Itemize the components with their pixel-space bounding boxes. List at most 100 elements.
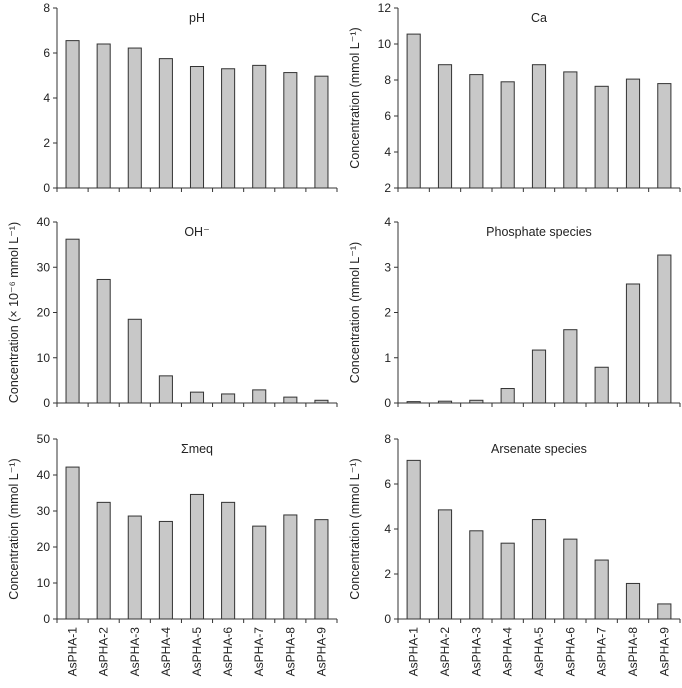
bar-AsPHA-4 bbox=[500, 81, 515, 189]
bar-AsPHA-4 bbox=[158, 375, 173, 404]
bar-AsPHA-5 bbox=[189, 391, 205, 404]
y-tick-label: 8 bbox=[384, 432, 391, 446]
x-category-label: AsPHA-4 bbox=[159, 627, 173, 677]
bar-AsPHA-5 bbox=[189, 66, 205, 189]
y-tick-label: 4 bbox=[384, 215, 391, 229]
x-category-label: AsPHA-1 bbox=[66, 627, 80, 677]
bar-AsPHA-1 bbox=[406, 459, 421, 620]
chart-panel-5: 0 10 20 30 40 50 Σmeq Concentration (mmol L⁻¹) A… bbox=[7, 432, 338, 677]
panel-title: pH bbox=[189, 11, 205, 25]
bar-AsPHA-8 bbox=[625, 78, 641, 189]
x-category-label: AsPHA-3 bbox=[469, 627, 483, 677]
y-tick-label: 2 bbox=[384, 567, 391, 581]
y-tick-label: 50 bbox=[37, 432, 51, 446]
bar-AsPHA-6 bbox=[563, 71, 578, 189]
bar-AsPHA-8 bbox=[283, 72, 298, 189]
bar-AsPHA-2 bbox=[437, 64, 453, 189]
y-tick-label: 4 bbox=[384, 522, 391, 536]
y-axis-label: Concentration (mmol L⁻¹) bbox=[348, 242, 362, 383]
y-tick-label: 1 bbox=[384, 351, 391, 365]
x-category-label: AsPHA-9 bbox=[314, 627, 328, 677]
y-tick-label: 40 bbox=[37, 215, 51, 229]
bar-AsPHA-2 bbox=[96, 278, 111, 404]
y-tick-label: 10 bbox=[378, 37, 392, 51]
bar-AsPHA-8 bbox=[625, 582, 641, 620]
bar-AsPHA-2 bbox=[437, 400, 453, 404]
y-tick-label: 6 bbox=[384, 477, 391, 491]
bar-AsPHA-1 bbox=[406, 33, 421, 189]
y-axis-label: Concentration (mmol L⁻¹) bbox=[348, 27, 362, 168]
bar-AsPHA-5 bbox=[531, 519, 547, 620]
bar-AsPHA-6 bbox=[563, 329, 578, 404]
x-category-label: AsPHA-7 bbox=[595, 627, 609, 677]
y-tick-label: 4 bbox=[43, 91, 50, 105]
panel-title: Arsenate species bbox=[491, 442, 587, 456]
y-tick-label: 0 bbox=[43, 612, 50, 626]
y-tick-label: 10 bbox=[37, 351, 51, 365]
y-tick-label: 2 bbox=[43, 136, 50, 150]
y-tick-label: 2 bbox=[384, 306, 391, 320]
panel-title: OH⁻ bbox=[184, 225, 209, 239]
bar-AsPHA-8 bbox=[625, 283, 641, 404]
y-tick-label: 0 bbox=[384, 396, 391, 410]
bar-AsPHA-4 bbox=[158, 520, 173, 620]
bar-AsPHA-6 bbox=[563, 538, 578, 620]
bar-AsPHA-2 bbox=[437, 509, 453, 620]
bar-AsPHA-7 bbox=[252, 389, 267, 404]
bar-AsPHA-3 bbox=[469, 74, 484, 189]
bar-AsPHA-3 bbox=[469, 530, 484, 620]
bar-AsPHA-3 bbox=[469, 399, 484, 404]
bar-AsPHA-9 bbox=[314, 519, 329, 620]
x-category-label: AsPHA-6 bbox=[563, 627, 577, 677]
x-category-label: AsPHA-8 bbox=[626, 627, 640, 677]
x-category-label: AsPHA-5 bbox=[190, 627, 204, 677]
x-category-label: AsPHA-5 bbox=[532, 627, 546, 677]
y-axis-label: Concentration (mmol L⁻¹) bbox=[348, 458, 362, 599]
x-category-label: AsPHA-3 bbox=[128, 627, 142, 677]
x-category-label: AsPHA-4 bbox=[501, 627, 515, 677]
chart-panel-1: 0 2 4 6 8 pH bbox=[43, 1, 338, 195]
bar-AsPHA-2 bbox=[96, 501, 111, 620]
y-tick-label: 2 bbox=[384, 181, 391, 195]
y-axis-label: Concentration (× 10⁻⁶ mmol L⁻¹) bbox=[7, 222, 21, 403]
panel-title: Ca bbox=[531, 11, 547, 25]
bar-AsPHA-6 bbox=[221, 393, 236, 404]
bar-AsPHA-5 bbox=[531, 64, 547, 189]
bar-AsPHA-7 bbox=[252, 525, 267, 620]
y-tick-label: 40 bbox=[37, 468, 51, 482]
bar-AsPHA-7 bbox=[594, 559, 609, 620]
bar-AsPHA-1 bbox=[65, 466, 80, 620]
bar-AsPHA-9 bbox=[657, 83, 672, 189]
bar-AsPHA-5 bbox=[531, 349, 547, 404]
y-tick-label: 6 bbox=[43, 46, 50, 60]
bar-AsPHA-4 bbox=[158, 58, 173, 189]
bar-AsPHA-1 bbox=[65, 40, 80, 189]
panel-title: Phosphate species bbox=[486, 225, 592, 239]
y-tick-label: 3 bbox=[384, 260, 391, 274]
bar-AsPHA-9 bbox=[314, 75, 329, 189]
y-tick-label: 0 bbox=[43, 396, 50, 410]
bar-AsPHA-7 bbox=[594, 85, 609, 189]
bar-AsPHA-3 bbox=[127, 515, 142, 620]
x-category-label: AsPHA-9 bbox=[657, 627, 671, 677]
bar-AsPHA-6 bbox=[221, 501, 236, 620]
chart-panel-3: 0 10 20 30 40 OH⁻ Concentration (× 10⁻⁶ mmol L… bbox=[7, 215, 338, 410]
y-tick-label: 8 bbox=[384, 73, 391, 87]
bar-AsPHA-4 bbox=[500, 388, 515, 404]
bar-AsPHA-9 bbox=[314, 399, 329, 404]
y-tick-label: 30 bbox=[37, 504, 51, 518]
bar-AsPHA-9 bbox=[657, 254, 672, 404]
y-tick-label: 10 bbox=[37, 576, 51, 590]
panel-title: Σmeq bbox=[181, 442, 213, 456]
chart-panel-2: 2 4 6 8 10 12 Ca Concentration (mmol L⁻¹) bbox=[348, 1, 681, 195]
y-tick-label: 4 bbox=[384, 145, 391, 159]
bar-AsPHA-3 bbox=[127, 318, 142, 404]
x-category-label: AsPHA-1 bbox=[407, 627, 421, 677]
x-category-label: AsPHA-6 bbox=[221, 627, 235, 677]
bar-AsPHA-6 bbox=[221, 68, 236, 189]
y-tick-label: 8 bbox=[43, 1, 50, 15]
chart-panel-6: 0 2 4 6 8 Arsenate species Concentration (mmol… bbox=[348, 432, 681, 677]
x-category-label: AsPHA-8 bbox=[283, 627, 297, 677]
bar-AsPHA-1 bbox=[65, 238, 80, 404]
